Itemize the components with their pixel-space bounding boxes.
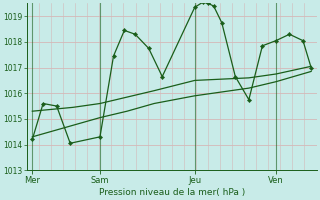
- X-axis label: Pression niveau de la mer( hPa ): Pression niveau de la mer( hPa ): [99, 188, 245, 197]
